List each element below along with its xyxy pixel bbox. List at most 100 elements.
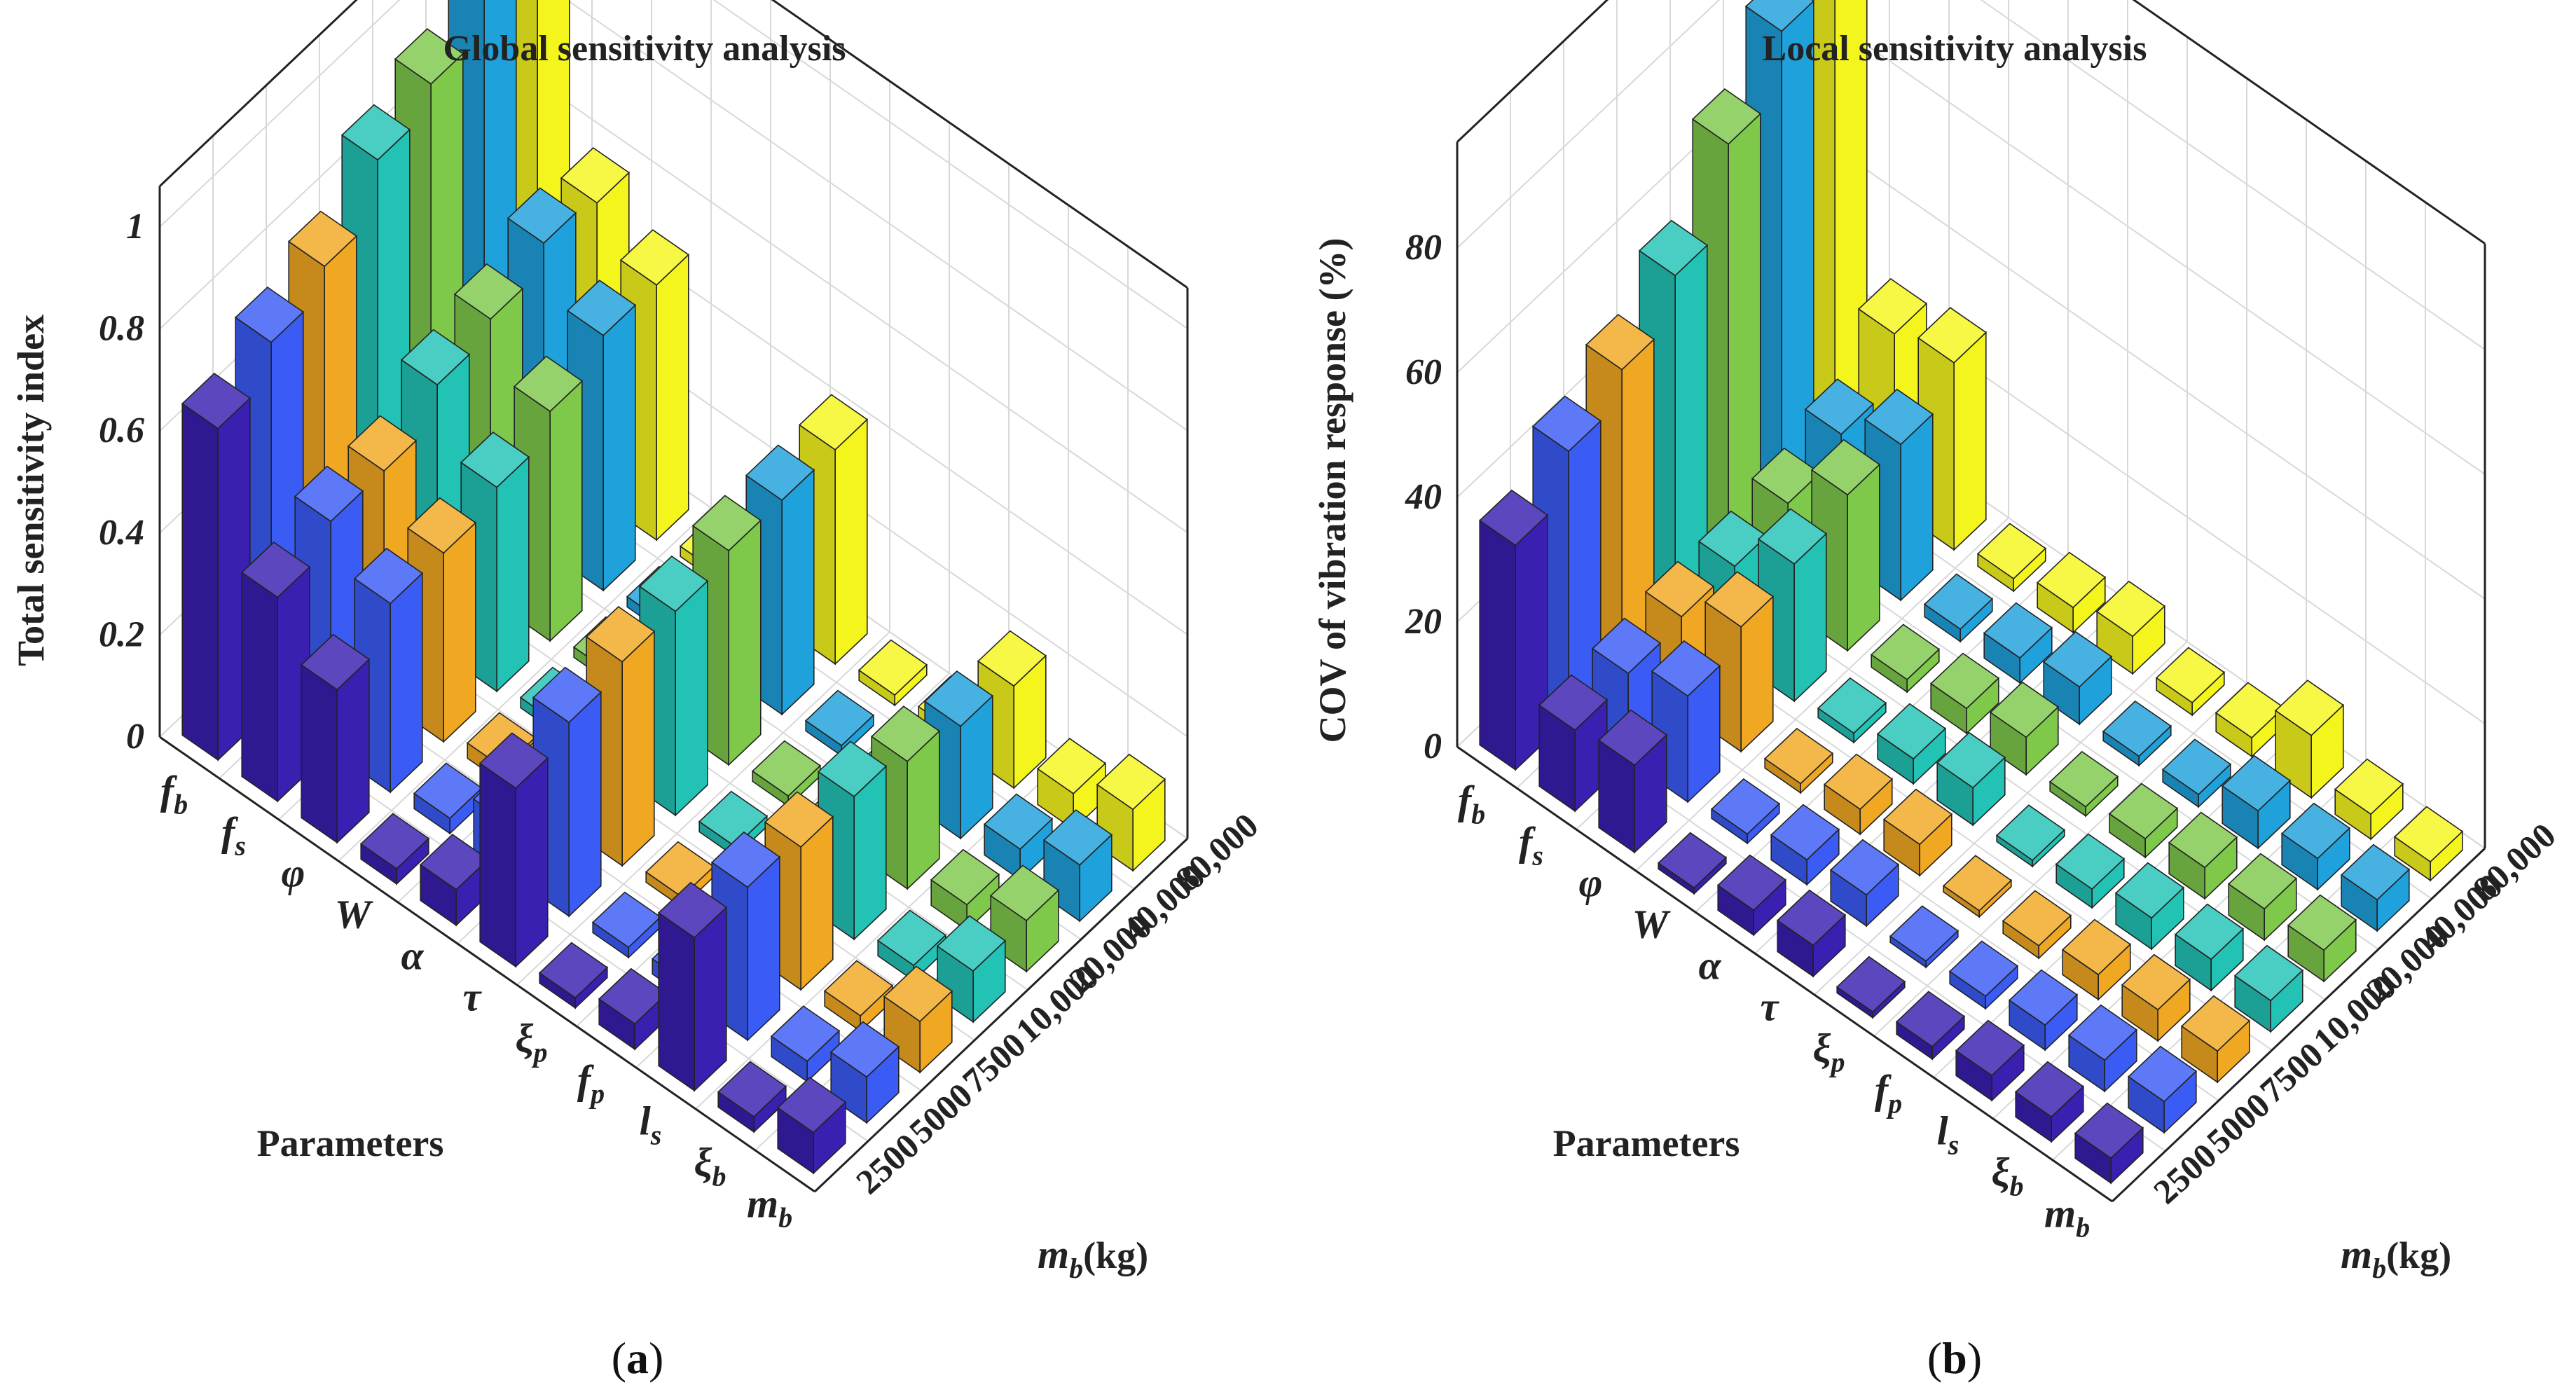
bar-a-7-0 xyxy=(598,967,668,1051)
bar-b-6-1 xyxy=(1889,905,1959,969)
bar-a-6-0 xyxy=(538,942,609,1009)
parameter-label: ls xyxy=(640,1098,662,1151)
bar-b-4-3 xyxy=(1876,703,1947,785)
z-axis-label: Total sensitivity index xyxy=(10,315,52,666)
bar-b-5-0 xyxy=(1776,889,1847,978)
z-tick-label: 1 xyxy=(126,207,144,247)
bar-b-5-3 xyxy=(1936,731,2006,827)
parameter-label: fs xyxy=(1519,819,1543,871)
bar-b-10-1 xyxy=(2127,1045,2198,1134)
bar-a-8-2 xyxy=(764,791,834,991)
bar-a-2-5 xyxy=(566,280,637,592)
parameter-label: W xyxy=(335,892,373,937)
bar-b-8-4 xyxy=(2168,811,2238,900)
bar-b-7-4 xyxy=(2108,783,2179,859)
parameter-label: α xyxy=(401,933,424,979)
bar-b-6-4 xyxy=(2048,750,2119,818)
bar-a-9-0 xyxy=(717,1061,787,1133)
parameter-label: τ xyxy=(463,974,483,1020)
bar-b-6-6 xyxy=(2155,647,2226,717)
bar-b-9-3 xyxy=(2174,903,2245,992)
bar-b-7-3 xyxy=(2055,833,2126,909)
mass-axis-label: mb(kg) xyxy=(2341,1232,2451,1284)
bar-b-4-5 xyxy=(1983,602,2053,684)
parameter-label: φ xyxy=(1579,860,1603,906)
z-axis-label: COV of vibration response (%) xyxy=(1311,237,1354,743)
parameter-label: τ xyxy=(1761,984,1780,1030)
bar-b-9-4 xyxy=(2227,853,2298,942)
bar-a-5-1 xyxy=(532,666,602,918)
bar-a-0-0 xyxy=(181,372,252,761)
bar-b-8-5 xyxy=(2221,754,2292,850)
bar-b-9-6 xyxy=(2334,758,2404,841)
parameter-label: W xyxy=(1632,902,1671,947)
bar-a-6-6 xyxy=(857,639,928,707)
bar-b-9-1 xyxy=(2067,1004,2138,1093)
bar-a-1-0 xyxy=(240,541,311,803)
bar-b-10-3 xyxy=(2233,944,2304,1033)
bar-b-8-6 xyxy=(2274,680,2345,799)
parameter-label: ξp xyxy=(1812,1026,1845,1078)
z-tick-label: 0 xyxy=(1424,726,1442,766)
bar-b-5-4 xyxy=(1989,681,2060,776)
bar-b-0-4 xyxy=(1691,88,1762,570)
bar-b-3-1 xyxy=(1710,778,1781,845)
bar-b-4-6 xyxy=(2036,551,2107,634)
bar-b-10-0 xyxy=(2074,1102,2144,1185)
bar-b-2-1 xyxy=(1651,640,1721,804)
panel-b-chart: 020406080fbfsφWατξpfplsξbmb2500500075001… xyxy=(1311,0,2563,1383)
bar-b-2-3 xyxy=(1757,508,1828,703)
parameters-axis-label: Parameters xyxy=(1553,1122,1740,1164)
bar-b-3-5 xyxy=(1923,573,1994,643)
mass-tick-label: 80,000 xyxy=(2465,815,2563,909)
bar-b-10-5 xyxy=(2340,843,2411,932)
parameter-label: ξp xyxy=(515,1016,547,1068)
z-tick-label: 40 xyxy=(1405,477,1442,517)
panel-label: (a) xyxy=(612,1333,664,1383)
bar-b-2-0 xyxy=(1597,709,1668,854)
bar-b-4-2 xyxy=(1823,753,1894,836)
bar-a-9-5 xyxy=(983,793,1054,881)
bar-b-6-5 xyxy=(2102,700,2172,767)
bar-b-8-0 xyxy=(1955,1019,2025,1102)
parameter-label: ls xyxy=(1937,1108,1959,1161)
bar-b-6-3 xyxy=(1995,804,2066,868)
bar-a-3-0 xyxy=(359,813,430,885)
chart-title: Global sensitivity analysis xyxy=(443,29,846,69)
bar-b-5-5 xyxy=(2042,630,2113,726)
parameter-label: fs xyxy=(221,809,246,862)
bar-a-3-1 xyxy=(413,762,483,835)
bar-a-10-0 xyxy=(776,1076,847,1175)
bar-b-8-1 xyxy=(2008,969,2079,1052)
mass-axis-label: mb(kg) xyxy=(1038,1232,1148,1284)
z-tick-label: 80 xyxy=(1405,228,1442,268)
z-tick-label: 0.6 xyxy=(99,411,144,450)
bar-a-9-4 xyxy=(930,848,1000,932)
bar-b-3-2 xyxy=(1763,727,1834,794)
bar-b-7-2 xyxy=(2002,890,2072,960)
bar-b-8-3 xyxy=(2114,862,2185,951)
bar-a-9-6 xyxy=(1036,738,1107,831)
bar-b-9-2 xyxy=(2121,953,2191,1042)
bar-b-6-0 xyxy=(1835,956,1906,1019)
parameter-label: mb xyxy=(2044,1191,2090,1243)
bar-a-9-2 xyxy=(823,960,894,1033)
parameter-label: fb xyxy=(160,768,188,820)
bar-b-3-4 xyxy=(1870,623,1941,694)
bar-b-9-0 xyxy=(2014,1061,2085,1143)
bar-b-8-2 xyxy=(2061,918,2132,1001)
bar-a-9-1 xyxy=(770,1005,841,1083)
z-tick-label: 20 xyxy=(1405,602,1442,642)
bar-a-2-0 xyxy=(300,633,371,844)
bar-b-3-0 xyxy=(1657,832,1728,895)
parameter-label: α xyxy=(1698,943,1721,988)
bar-b-10-6 xyxy=(2393,806,2464,882)
z-tick-label: 0.2 xyxy=(99,614,144,654)
bar-b-3-6 xyxy=(1976,523,2047,593)
bar-b-1-0 xyxy=(1538,674,1609,813)
bar-b-9-5 xyxy=(2280,802,2351,891)
z-tick-label: 60 xyxy=(1405,352,1442,392)
parameter-label: φ xyxy=(282,850,305,896)
mass-tick-label: 80,000 xyxy=(1168,806,1266,900)
